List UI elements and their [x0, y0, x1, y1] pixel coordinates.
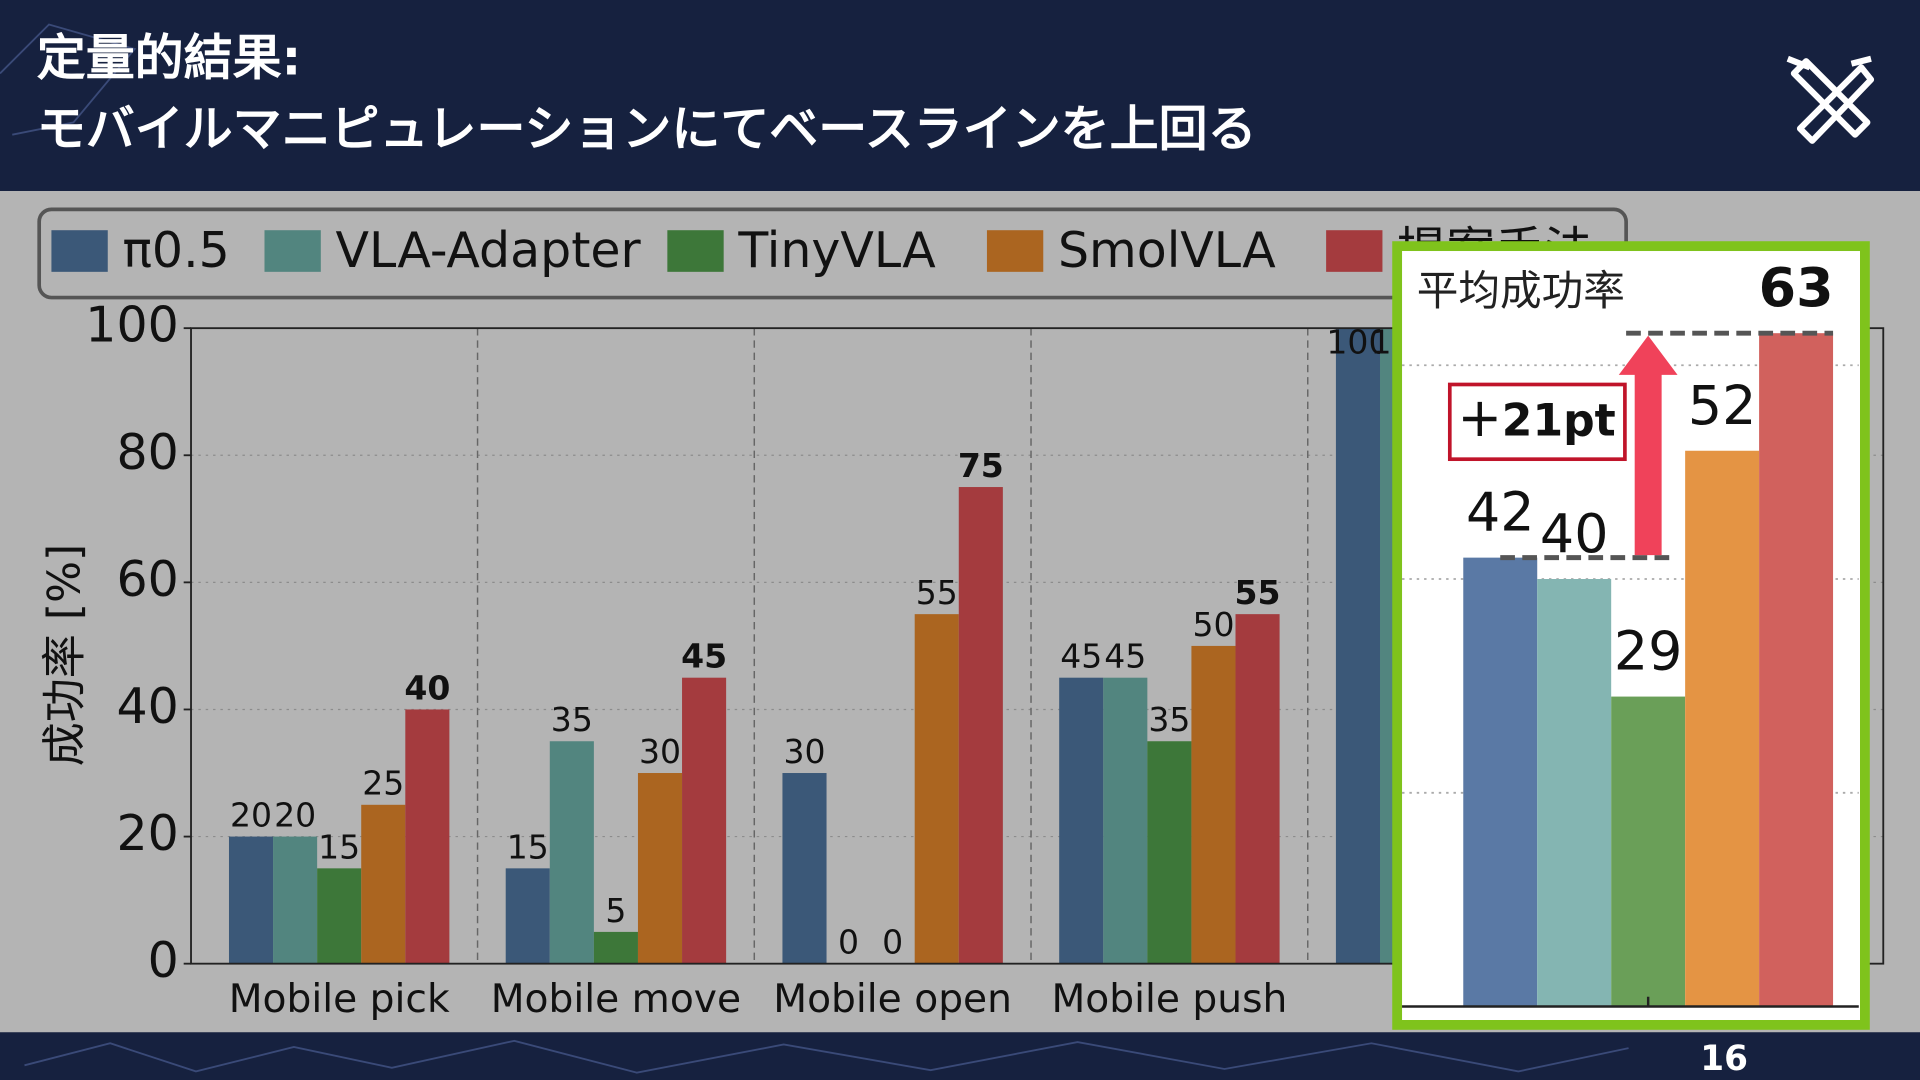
bar — [361, 804, 406, 964]
legend-label: π0.5 — [122, 222, 229, 279]
bar — [1191, 645, 1236, 964]
value-label: 50 — [1192, 605, 1234, 644]
footer-band — [0, 1032, 1920, 1080]
logo-icon — [1786, 55, 1875, 144]
value-label: 63 — [1759, 256, 1834, 319]
value-label: 40 — [1540, 502, 1609, 565]
bar — [1685, 450, 1760, 1007]
y-axis-label: 成功率 [%] — [39, 544, 90, 767]
bar — [228, 836, 274, 964]
value-label: 42 — [1466, 481, 1535, 544]
value-label: 29 — [1614, 620, 1683, 683]
value-label: 25 — [362, 764, 404, 803]
value-label: 35 — [1148, 700, 1190, 739]
bar — [1147, 741, 1192, 964]
bar — [405, 709, 450, 964]
value-label: 35 — [551, 700, 593, 739]
y-tick-label: 100 — [85, 297, 178, 354]
x-tick-label: Mobile push — [1051, 977, 1287, 1022]
bar — [593, 931, 638, 964]
value-label: 0 — [882, 923, 903, 962]
legend-swatch — [264, 230, 321, 272]
y-tick-label: 40 — [116, 678, 178, 735]
legend-swatch — [51, 230, 108, 272]
y-tick-label: 80 — [116, 424, 178, 481]
legend-swatch — [1326, 230, 1383, 272]
bar — [682, 677, 727, 964]
bar — [1103, 677, 1148, 964]
bar — [505, 868, 550, 964]
value-label: 75 — [958, 446, 1004, 485]
bar — [637, 773, 683, 964]
bar — [1235, 614, 1280, 964]
plot-frame — [190, 327, 1885, 965]
value-label: 5 — [605, 891, 626, 930]
value-label: 20 — [230, 795, 272, 834]
y-tick-label: 20 — [116, 805, 178, 862]
legend-label: TinyVLA — [737, 222, 936, 279]
value-label: 55 — [916, 573, 958, 612]
bar — [1059, 677, 1104, 964]
value-label: 15 — [318, 827, 360, 866]
bar — [317, 868, 362, 964]
legend-label: VLA-Adapter — [336, 222, 642, 279]
value-label: 20 — [274, 795, 316, 834]
bar — [1463, 557, 1538, 1007]
bar — [1335, 328, 1380, 964]
y-tick-label: 60 — [116, 551, 178, 608]
value-label: 0 — [838, 923, 859, 962]
x-tick-label: Mobile move — [491, 977, 741, 1022]
header-band — [0, 0, 1920, 192]
x-tick-label: Mobile open — [773, 977, 1012, 1022]
inset-title: 平均成功率 — [1417, 266, 1625, 315]
value-label: 52 — [1688, 374, 1757, 437]
bar — [958, 487, 1003, 964]
legend-swatch — [986, 230, 1044, 272]
value-label: 30 — [783, 732, 825, 771]
value-label: 30 — [639, 732, 681, 771]
value-label: 15 — [507, 827, 549, 866]
value-label: 45 — [1060, 637, 1102, 676]
x-tick-label: Mobile pick — [229, 977, 450, 1022]
annotation-box — [1447, 382, 1627, 462]
gain-arrow — [1618, 335, 1678, 556]
y-tick-label: 0 — [148, 932, 179, 989]
title-line: モバイルマニピュレーションにてベースラインを上回る — [37, 101, 1257, 158]
value-label: 40 — [404, 668, 450, 707]
value-label: 45 — [1104, 637, 1146, 676]
value-label: 45 — [681, 637, 727, 676]
bar — [914, 614, 959, 964]
title-line: 定量的結果: — [37, 30, 301, 87]
bar — [1537, 579, 1612, 1007]
bar — [1611, 696, 1686, 1007]
legend-label: SmolVLA — [1058, 222, 1276, 279]
bar — [782, 773, 827, 964]
bar — [273, 836, 318, 964]
value-label: 55 — [1235, 573, 1281, 612]
page-number: 16 — [1700, 1039, 1748, 1079]
value-label: 100 — [1326, 323, 1389, 362]
annotation: ＋21pt — [1458, 396, 1616, 447]
legend-swatch — [667, 230, 724, 272]
bar — [1759, 333, 1834, 1007]
bar — [549, 741, 594, 964]
network-decoration — [0, 23, 1629, 1074]
